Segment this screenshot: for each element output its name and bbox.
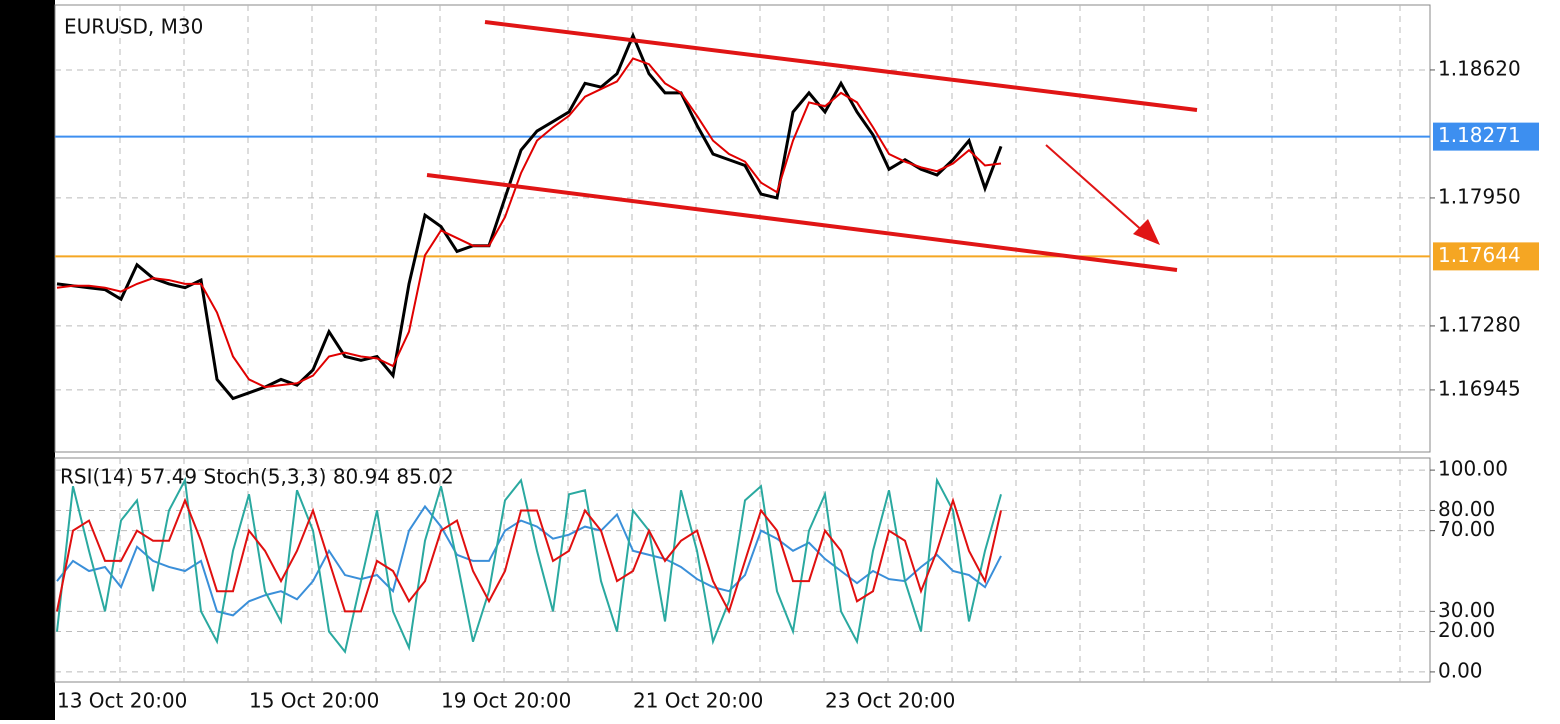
series-line bbox=[56, 31, 1003, 401]
price-tag-label: 1.18271 bbox=[1438, 123, 1521, 147]
channel-upper bbox=[484, 20, 1198, 112]
channel-lower bbox=[426, 173, 1178, 272]
y-tick-label: 1.18620 bbox=[1438, 56, 1521, 80]
series-line bbox=[56, 476, 1002, 654]
x-tick-label: 19 Oct 20:00 bbox=[441, 689, 571, 713]
y-tick-label: 20.00 bbox=[1438, 618, 1495, 642]
arrow-head bbox=[1133, 219, 1160, 245]
chart-title: EURUSD, M30 bbox=[64, 15, 203, 39]
y-tick-label: 100.00 bbox=[1438, 457, 1508, 481]
marks bbox=[55, 5, 1435, 682]
y-tick-label: 1.17280 bbox=[1438, 312, 1521, 336]
x-tick-label: 15 Oct 20:00 bbox=[249, 689, 379, 713]
osc-title: RSI(14) 57.49 Stoch(5,3,3) 80.94 85.02 bbox=[60, 465, 454, 489]
price-panel bbox=[54, 4, 1431, 453]
x-tick-label: 13 Oct 20:00 bbox=[57, 689, 187, 713]
y-tick-label: 1.16945 bbox=[1438, 376, 1521, 400]
price-tag bbox=[1433, 242, 1539, 271]
series-line bbox=[56, 57, 1002, 389]
arrow bbox=[1045, 144, 1146, 234]
x-tick-label: 21 Oct 20:00 bbox=[633, 689, 763, 713]
y-tick-label: 1.17950 bbox=[1438, 184, 1521, 208]
y-tick-label: 70.00 bbox=[1438, 517, 1495, 541]
side-strip bbox=[0, 0, 55, 720]
x-tick-label: 23 Oct 20:00 bbox=[825, 689, 955, 713]
price-tag-label: 1.17644 bbox=[1438, 243, 1521, 267]
y-tick-label: 80.00 bbox=[1438, 497, 1495, 521]
osc-panel bbox=[54, 457, 1431, 683]
series-line bbox=[56, 497, 1002, 614]
y-tick-label: 0.00 bbox=[1438, 658, 1483, 682]
series-line bbox=[56, 504, 1002, 617]
y-tick-label: 30.00 bbox=[1438, 598, 1495, 622]
price-tag bbox=[1433, 122, 1539, 151]
